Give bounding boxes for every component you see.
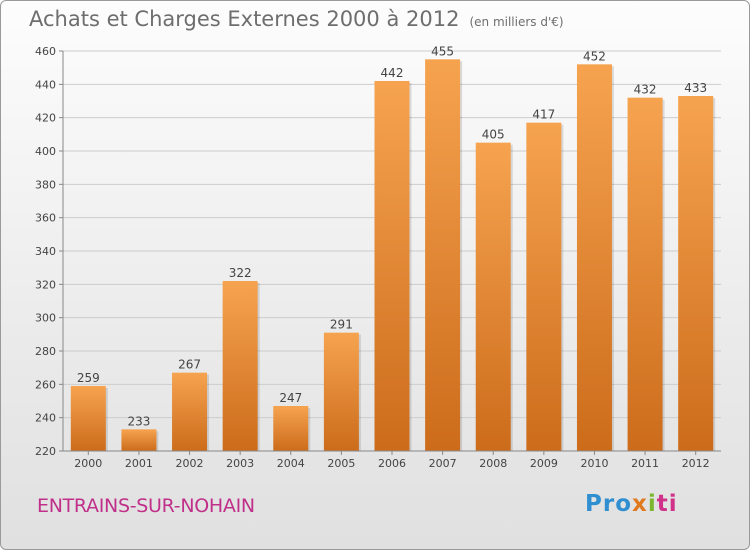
bar-value-label: 259: [77, 371, 100, 385]
x-tick-label: 2002: [176, 457, 204, 470]
y-tick-label: 300: [35, 312, 56, 325]
bar-value-label: 433: [684, 81, 707, 95]
bar: [374, 81, 410, 451]
logo-part: x: [632, 491, 648, 517]
y-tick-label: 220: [35, 445, 56, 458]
bars: 259 233 267 322 247 291 442 455 405 417 452 432 433: [70, 44, 716, 452]
bar-value-label: 322: [229, 266, 252, 280]
x-tick-label: 2003: [226, 457, 254, 470]
y-tick-label: 280: [35, 345, 56, 358]
y-tick-label: 360: [35, 212, 56, 225]
x-tick-label: 2000: [74, 457, 102, 470]
bar: [70, 386, 106, 451]
x-tick-label: 2005: [327, 457, 355, 470]
chart-title: Achats et Charges Externes 2000 à 2012 (e…: [29, 7, 564, 31]
bar: [222, 281, 258, 451]
x-tick-label: 2006: [378, 457, 406, 470]
y-tick-label: 440: [35, 78, 56, 91]
bar: [121, 429, 157, 451]
bar-value-label: 452: [583, 49, 606, 63]
bar: [425, 59, 461, 451]
y-tick-label: 420: [35, 112, 56, 125]
bar: [273, 406, 309, 451]
bar-value-label: 417: [532, 108, 555, 122]
axes: 220 240 260 280 300 320 340 360 380 400 420 440 460 2…: [35, 45, 721, 470]
bar-value-label: 442: [381, 66, 404, 80]
bar-value-label: 267: [178, 358, 201, 372]
bar: [323, 332, 359, 451]
bar-value-label: 233: [127, 414, 150, 428]
y-tick-label: 380: [35, 178, 56, 191]
x-tick-label: 2001: [125, 457, 153, 470]
commune-name: ENTRAINS-SUR-NOHAIN: [37, 495, 255, 517]
x-tick-label: 2012: [682, 457, 710, 470]
x-tick-label: 2007: [429, 457, 457, 470]
y-tick-label: 240: [35, 412, 56, 425]
logo-part: Pro: [585, 491, 633, 517]
chart-title-text: Achats et Charges Externes 2000 à 2012: [29, 7, 460, 31]
y-tick-label: 340: [35, 245, 56, 258]
x-tick-label: 2010: [580, 457, 608, 470]
x-tick-label: 2004: [277, 457, 305, 470]
bar: [172, 372, 208, 451]
bar-value-label: 405: [482, 128, 505, 142]
chart-unit-note: (en milliers d'€): [469, 15, 564, 29]
bar: [576, 64, 612, 452]
y-tick-label: 260: [35, 378, 56, 391]
bar: [475, 142, 511, 451]
y-tick-label: 320: [35, 278, 56, 291]
bar: [627, 97, 663, 452]
bar-value-label: 291: [330, 318, 353, 332]
bar-value-label: 432: [634, 83, 657, 97]
bar-value-label: 247: [279, 391, 302, 405]
bar: [678, 96, 714, 451]
y-tick-label: 400: [35, 145, 56, 158]
y-tick-label: 460: [35, 45, 56, 58]
logo-part: i: [647, 491, 657, 517]
bar-value-label: 455: [431, 44, 454, 58]
bar: [526, 122, 562, 452]
x-tick-label: 2008: [479, 457, 507, 470]
logo-part: ti: [656, 491, 678, 517]
x-tick-label: 2009: [530, 457, 558, 470]
proxiti-logo[interactable]: Proxiti: [585, 491, 678, 517]
x-tick-label: 2011: [631, 457, 659, 470]
